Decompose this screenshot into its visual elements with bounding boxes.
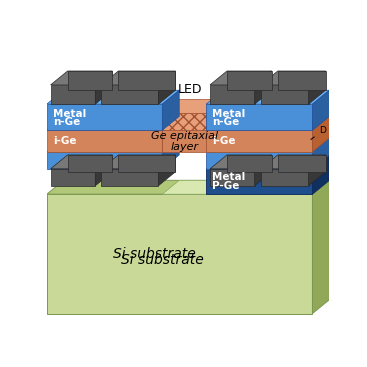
Polygon shape (47, 138, 179, 152)
Polygon shape (206, 116, 330, 130)
Polygon shape (47, 152, 162, 169)
Polygon shape (206, 152, 312, 169)
Polygon shape (278, 155, 326, 172)
Polygon shape (227, 71, 272, 90)
Polygon shape (95, 155, 112, 186)
Polygon shape (255, 71, 272, 104)
Polygon shape (101, 71, 175, 85)
Polygon shape (51, 71, 112, 85)
Polygon shape (309, 155, 326, 186)
Text: i-Ge: i-Ge (53, 136, 76, 146)
Polygon shape (101, 85, 159, 104)
Polygon shape (162, 138, 179, 169)
Text: Si substrate: Si substrate (113, 247, 196, 261)
Polygon shape (261, 71, 326, 85)
Polygon shape (210, 71, 272, 85)
Polygon shape (51, 85, 95, 104)
Polygon shape (206, 130, 312, 152)
Polygon shape (68, 155, 112, 172)
Polygon shape (101, 169, 159, 186)
Polygon shape (47, 180, 330, 194)
Polygon shape (261, 155, 326, 169)
Polygon shape (159, 71, 175, 104)
Polygon shape (227, 155, 272, 172)
Text: n-Ge: n-Ge (212, 117, 240, 127)
Text: layer: layer (170, 142, 198, 152)
Text: LED: LED (178, 83, 203, 97)
Polygon shape (206, 169, 312, 194)
Polygon shape (162, 99, 223, 113)
Polygon shape (51, 169, 95, 186)
Text: n-Ge: n-Ge (53, 117, 80, 127)
Polygon shape (261, 85, 309, 104)
Polygon shape (206, 155, 330, 169)
Polygon shape (261, 169, 309, 186)
Polygon shape (162, 116, 179, 152)
Text: Metal: Metal (212, 172, 246, 182)
Polygon shape (162, 130, 206, 152)
Polygon shape (159, 155, 175, 186)
Polygon shape (47, 194, 312, 313)
Polygon shape (68, 71, 112, 90)
Text: D: D (311, 126, 326, 139)
Text: Metal: Metal (53, 109, 86, 119)
Polygon shape (206, 90, 330, 104)
Polygon shape (47, 90, 179, 104)
Polygon shape (119, 71, 175, 90)
Polygon shape (312, 90, 330, 130)
Polygon shape (206, 104, 312, 130)
Polygon shape (312, 155, 330, 194)
Polygon shape (255, 155, 272, 186)
Text: i-Ge: i-Ge (212, 136, 236, 146)
Text: Ge epitaxial: Ge epitaxial (151, 131, 218, 141)
Polygon shape (278, 71, 326, 90)
Polygon shape (47, 130, 162, 152)
Polygon shape (162, 180, 223, 194)
Polygon shape (47, 116, 179, 130)
Polygon shape (210, 85, 255, 104)
Polygon shape (162, 99, 179, 152)
Polygon shape (95, 71, 112, 104)
Polygon shape (210, 155, 272, 169)
Polygon shape (47, 104, 162, 130)
Polygon shape (312, 180, 330, 313)
Polygon shape (101, 155, 175, 169)
Polygon shape (309, 71, 326, 104)
Text: Metal: Metal (212, 109, 246, 119)
Polygon shape (119, 155, 175, 172)
Polygon shape (206, 138, 330, 152)
Polygon shape (51, 155, 112, 169)
Polygon shape (162, 113, 206, 130)
Text: P-Ge: P-Ge (212, 181, 240, 191)
Polygon shape (312, 138, 330, 169)
Polygon shape (312, 116, 330, 152)
Polygon shape (162, 90, 179, 130)
Polygon shape (210, 169, 255, 186)
Text: Si substrate: Si substrate (121, 252, 204, 267)
